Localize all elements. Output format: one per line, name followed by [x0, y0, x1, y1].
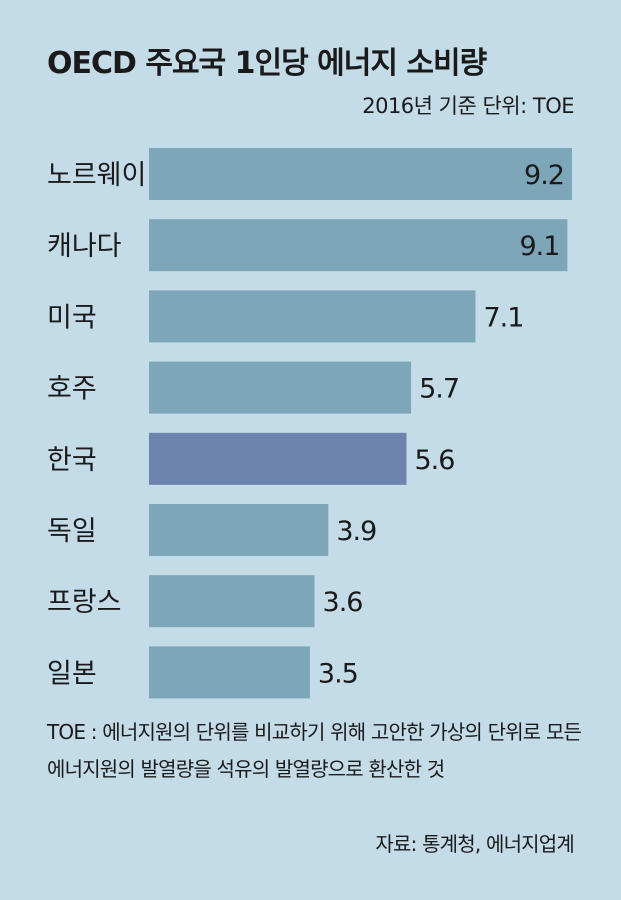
category-label: 노르웨이: [47, 160, 146, 191]
value-label: 3.5: [318, 658, 358, 689]
category-label: 호주: [47, 374, 97, 405]
category-label: 미국: [47, 302, 97, 333]
unit-note: 2016년 기준 단위: TOE: [362, 94, 574, 118]
category-label: 캐나다: [47, 231, 122, 262]
category-label: 독일: [47, 516, 97, 547]
value-label: 9.1: [519, 231, 559, 262]
value-label: 7.1: [483, 302, 523, 333]
bar-프랑스: [149, 575, 315, 628]
bar-노르웨이: [149, 148, 572, 200]
category-label: 한국: [47, 445, 97, 476]
value-label: 5.6: [414, 445, 454, 476]
footnote: TOE : 에너지원의 단위를 비교하기 위해 고안한 가상의 단위로 모든 에…: [47, 720, 582, 781]
value-label: 9.2: [524, 160, 564, 191]
value-label: 3.9: [336, 516, 376, 547]
value-label: 3.6: [323, 587, 363, 618]
bar-chart: 노르웨이 9.2 캐나다 9.1 미국 7.1 호주 5.7 한국 5.6 독일 3.9 프랑스 3.6 일…: [47, 148, 572, 699]
bar-독일: [149, 504, 329, 556]
bar-한국: [149, 432, 407, 485]
category-label: 프랑스: [47, 587, 122, 618]
bar-캐나다: [149, 219, 568, 272]
chart-title: OECD 주요국 1인당 에너지 소비량: [47, 46, 487, 81]
source-note: 자료: 통계청, 에너지업계: [375, 832, 574, 856]
bar-미국: [149, 290, 476, 343]
bar-호주: [149, 361, 412, 414]
value-label: 5.7: [419, 374, 459, 405]
category-label: 일본: [47, 658, 97, 689]
bar-일본: [149, 646, 310, 699]
